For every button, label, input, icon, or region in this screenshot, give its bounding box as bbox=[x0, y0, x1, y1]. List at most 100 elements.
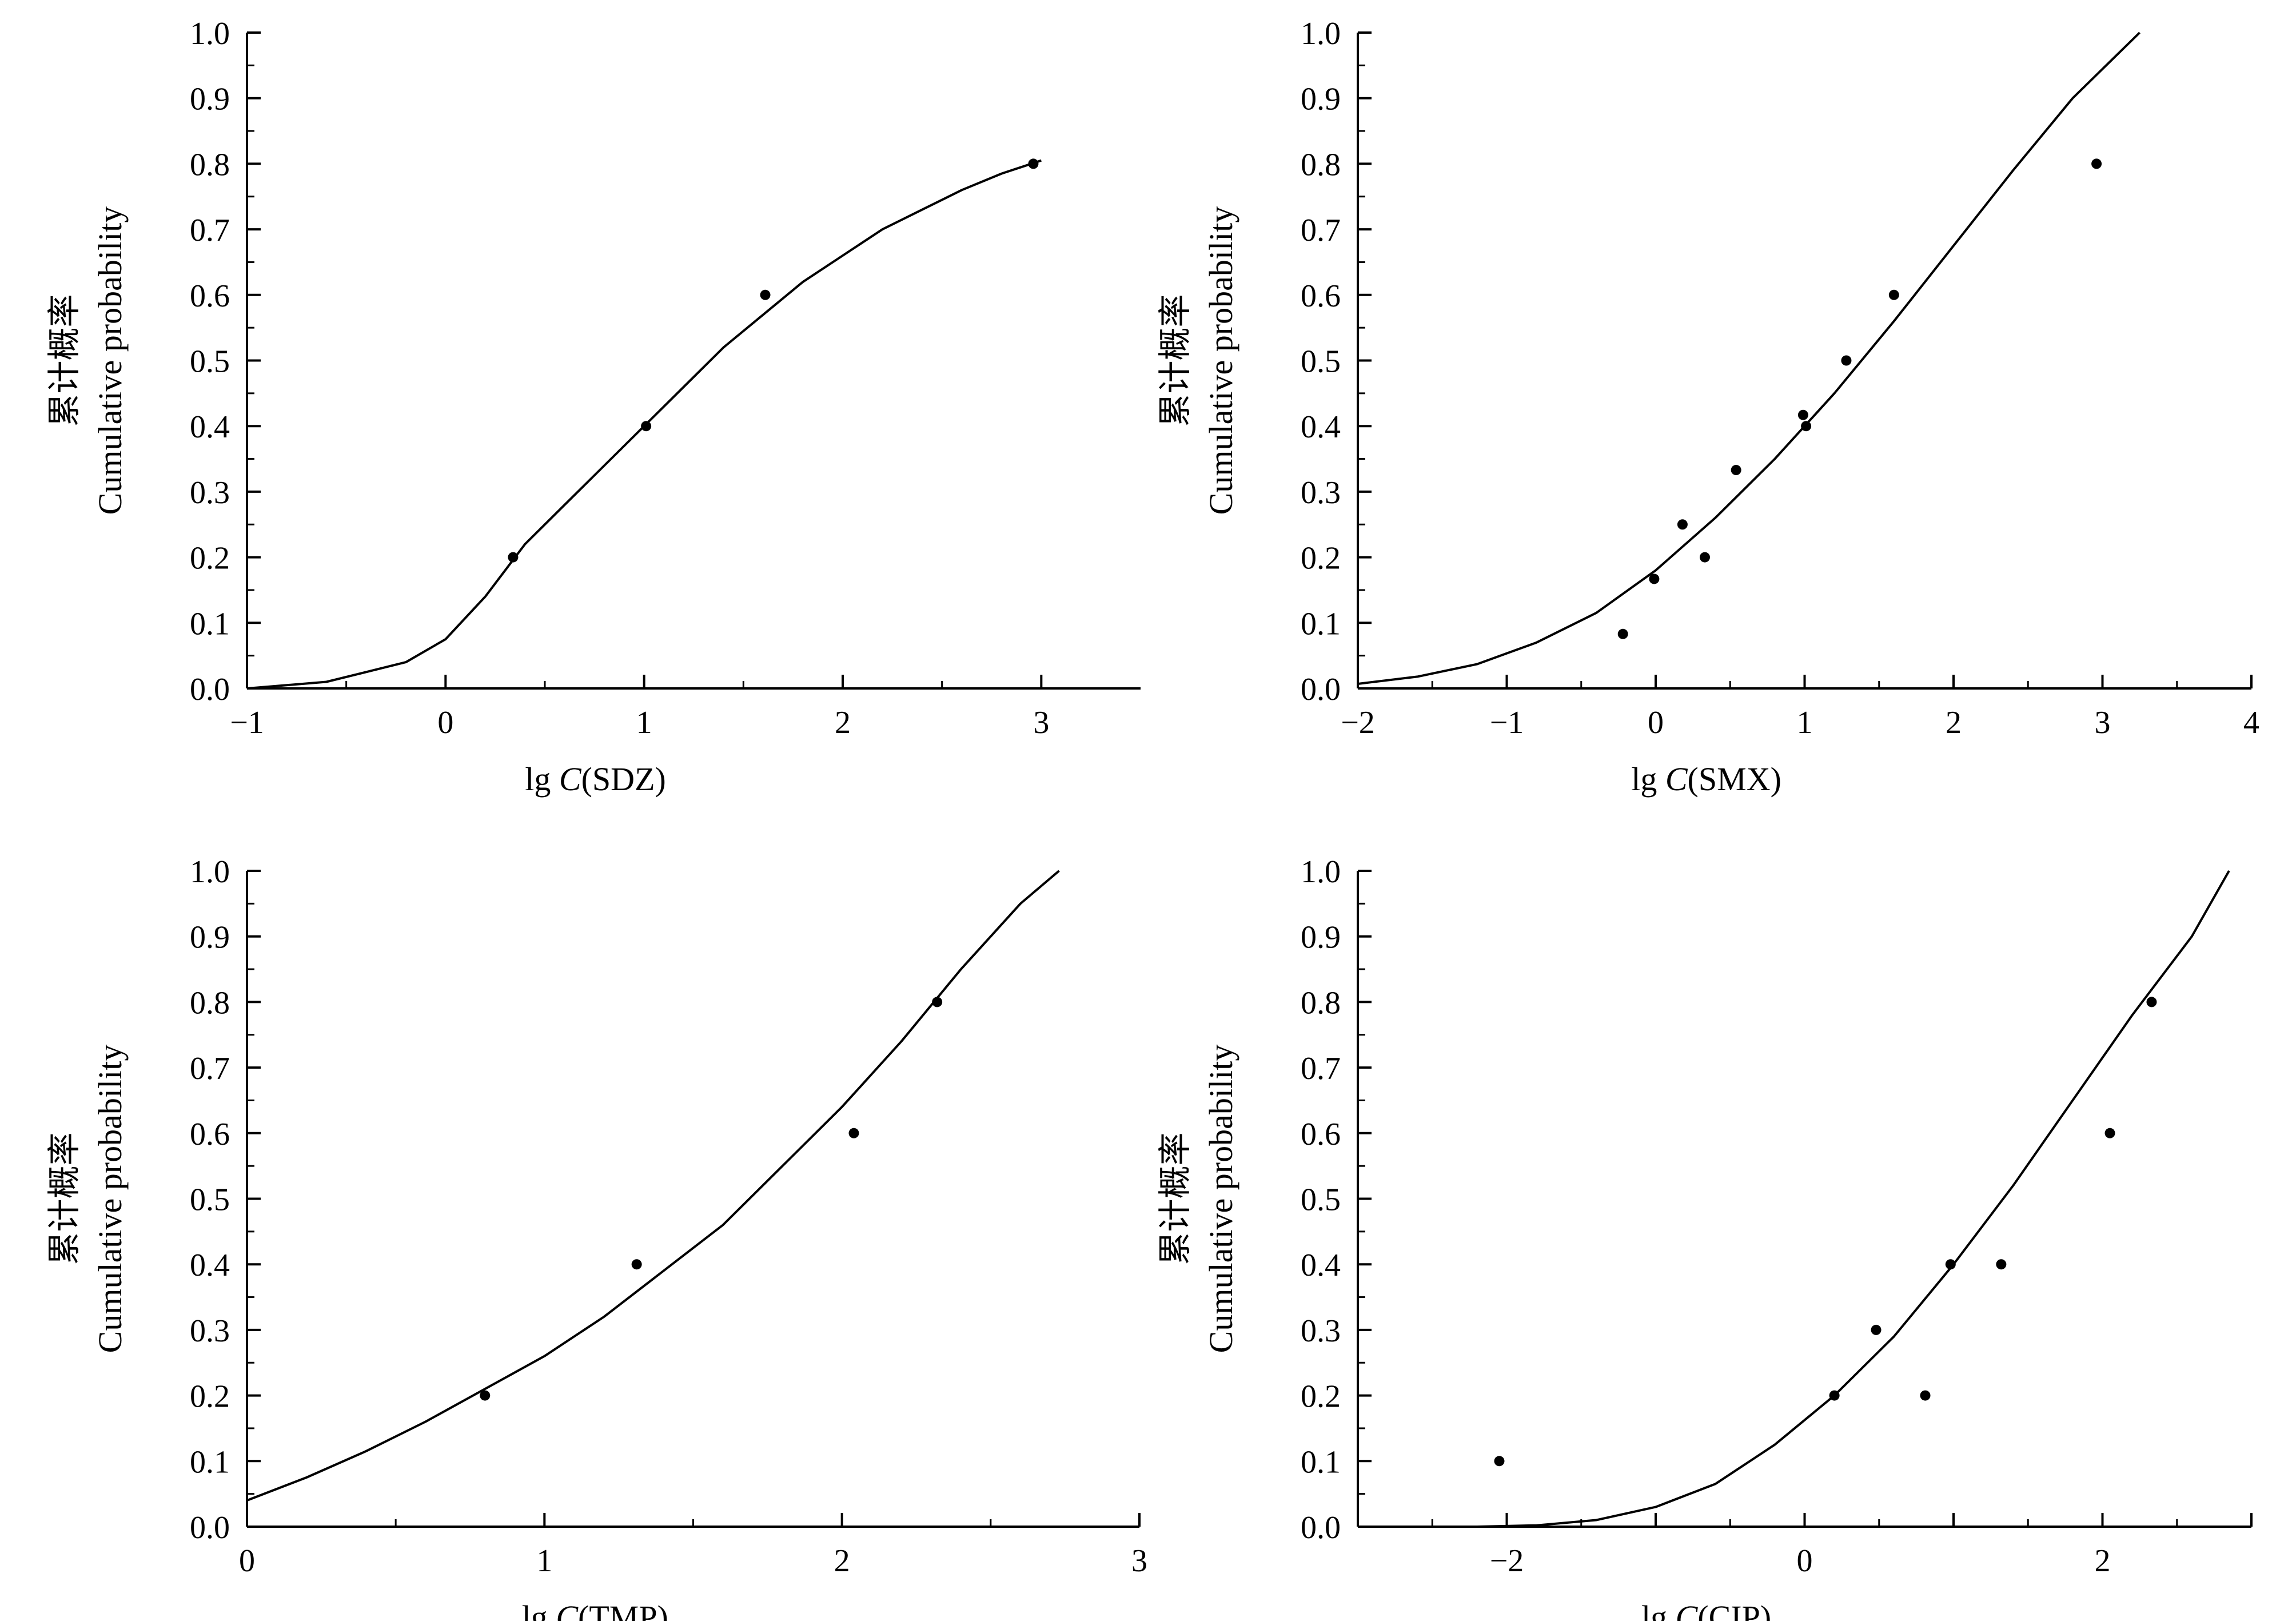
fit-curve bbox=[1357, 31, 2140, 685]
x-tick-label: 2 bbox=[2095, 1543, 2111, 1579]
chart-sdz: 0.0 0.1 0.2 0.3 0.4 0.5 0.6 0.7 0.8 0.9 1.0 −1 0 1 2 3 l… bbox=[45, 16, 1141, 798]
x-tick-label: 1 bbox=[636, 705, 652, 740]
x-tick-label: 0 bbox=[1648, 705, 1664, 740]
x-tick-label: 0 bbox=[239, 1543, 255, 1579]
data-point bbox=[760, 289, 771, 300]
y-tick-label: 0.7 bbox=[190, 213, 230, 248]
x-axis-title: lg C(TMP) bbox=[522, 1599, 668, 1621]
y-tick-label: 0.4 bbox=[1301, 1248, 1341, 1283]
data-point bbox=[932, 997, 943, 1007]
y-tick-label: 0.1 bbox=[190, 606, 230, 642]
y-tick-label: 0.8 bbox=[190, 985, 230, 1021]
y-tick-label: 0.0 bbox=[190, 672, 230, 707]
data-point bbox=[631, 1259, 642, 1270]
x-axis-title: lg C(SMX) bbox=[1631, 760, 1781, 798]
data-point bbox=[1945, 1259, 1956, 1270]
x-tick-label: −2 bbox=[1490, 1543, 1524, 1579]
x-axis-title: lg C(SDZ) bbox=[525, 760, 666, 798]
chart-tmp: 0.0 0.1 0.2 0.3 0.4 0.5 0.6 0.7 0.8 0.9 1.0 0 1 2 3 lg … bbox=[45, 854, 1147, 1621]
data-point bbox=[1797, 409, 1808, 420]
data-point bbox=[1996, 1259, 2007, 1270]
y-tick-label: 0.7 bbox=[1301, 213, 1341, 248]
data-point bbox=[1801, 421, 1812, 432]
x-tick-label: −1 bbox=[1490, 705, 1524, 740]
y-tick-label: 0.8 bbox=[1301, 985, 1341, 1021]
data-point bbox=[1871, 1324, 1882, 1335]
x-tick-label: 3 bbox=[2095, 705, 2111, 740]
x-tick-label: 2 bbox=[1946, 705, 1962, 740]
data-point bbox=[1920, 1390, 1931, 1401]
y-tick-label: 0.0 bbox=[1301, 672, 1341, 707]
data-point bbox=[1699, 552, 1710, 563]
data-point bbox=[1649, 573, 1660, 584]
x-tick-label: 4 bbox=[2243, 705, 2259, 740]
data-point bbox=[848, 1128, 859, 1138]
y-tick-label: 0.0 bbox=[190, 1510, 230, 1546]
x-tick-label: 3 bbox=[1131, 1543, 1147, 1579]
y-tick-label: 0.1 bbox=[1301, 606, 1341, 642]
y-tick-label: 0.6 bbox=[190, 278, 230, 314]
y-tick-label: 0.4 bbox=[190, 1248, 230, 1283]
data-point bbox=[1494, 1456, 1505, 1467]
data-point bbox=[2146, 997, 2157, 1007]
y-axis-title-cn: 累计概率 bbox=[45, 1132, 83, 1265]
y-tick-label: 0.3 bbox=[1301, 1313, 1341, 1349]
data-point bbox=[1617, 628, 1628, 639]
data-point bbox=[1829, 1390, 1840, 1401]
x-tick-label: 2 bbox=[835, 705, 851, 740]
x-tick-label: 1 bbox=[1797, 705, 1813, 740]
y-tick-label: 0.2 bbox=[1301, 1379, 1341, 1415]
x-axis-title: lg C(CIP) bbox=[1641, 1599, 1771, 1621]
x-tick-label: 0 bbox=[1797, 1543, 1813, 1579]
y-tick-label: 0.6 bbox=[1301, 278, 1341, 314]
y-tick-label: 0.2 bbox=[190, 541, 230, 576]
data-point bbox=[1888, 289, 1899, 300]
y-tick-label: 0.7 bbox=[190, 1051, 230, 1086]
y-tick-label: 0.2 bbox=[190, 1379, 230, 1415]
y-tick-label: 0.3 bbox=[190, 1313, 230, 1349]
x-tick-label: −2 bbox=[1341, 705, 1375, 740]
chart-smx: 0.0 0.1 0.2 0.3 0.4 0.5 0.6 0.7 0.8 0.9 1.0 −2 −1 0 1 2… bbox=[1155, 16, 2259, 798]
x-tick-label: 1 bbox=[536, 1543, 552, 1579]
y-tick-label: 0.1 bbox=[1301, 1444, 1341, 1480]
y-axis-title-en: Cumulative probability bbox=[1202, 206, 1239, 515]
y-axis-title-cn: 累计概率 bbox=[1155, 294, 1194, 427]
y-tick-label: 0.3 bbox=[1301, 475, 1341, 511]
y-axis-title-en: Cumulative probability bbox=[1202, 1045, 1239, 1353]
fit-curve bbox=[246, 159, 1042, 690]
y-tick-label: 0.4 bbox=[1301, 409, 1341, 445]
x-tick-label: −1 bbox=[230, 705, 264, 740]
data-point bbox=[1841, 355, 1852, 366]
y-tick-label: 0.2 bbox=[1301, 541, 1341, 576]
data-point bbox=[1731, 465, 1741, 476]
y-axis-title-cn: 累计概率 bbox=[1155, 1132, 1194, 1265]
y-tick-label: 0.5 bbox=[1301, 344, 1341, 380]
fit-curve bbox=[1477, 870, 2230, 1528]
y-tick-label: 1.0 bbox=[1301, 854, 1341, 890]
y-tick-label: 0.9 bbox=[1301, 82, 1341, 117]
y-tick-label: 1.0 bbox=[190, 16, 230, 51]
data-point bbox=[508, 552, 519, 563]
data-point bbox=[1677, 519, 1688, 530]
data-point bbox=[2091, 158, 2102, 169]
y-tick-label: 0.3 bbox=[190, 475, 230, 511]
y-tick-label: 0.8 bbox=[190, 147, 230, 182]
y-tick-label: 0.6 bbox=[190, 1117, 230, 1152]
y-tick-label: 0.5 bbox=[1301, 1182, 1341, 1218]
y-tick-label: 0.1 bbox=[190, 1444, 230, 1480]
fit-curve bbox=[246, 870, 1060, 1501]
y-tick-label: 1.0 bbox=[1301, 16, 1341, 51]
y-axis-title-en: Cumulative probability bbox=[91, 206, 129, 515]
chart-cip: 0.0 0.1 0.2 0.3 0.4 0.5 0.6 0.7 0.8 0.9 1.0 −2 0 2 lg … bbox=[1155, 854, 2253, 1621]
y-tick-label: 0.4 bbox=[190, 409, 230, 445]
y-tick-label: 0.5 bbox=[190, 1182, 230, 1218]
x-tick-label: 3 bbox=[1033, 705, 1049, 740]
data-point bbox=[641, 421, 652, 432]
x-tick-label: 2 bbox=[834, 1543, 850, 1579]
x-tick-label: 0 bbox=[437, 705, 453, 740]
data-point bbox=[1028, 158, 1039, 169]
y-tick-label: 0.5 bbox=[190, 344, 230, 380]
y-tick-label: 0.7 bbox=[1301, 1051, 1341, 1086]
data-point bbox=[480, 1390, 491, 1401]
y-tick-label: 0.9 bbox=[190, 82, 230, 117]
